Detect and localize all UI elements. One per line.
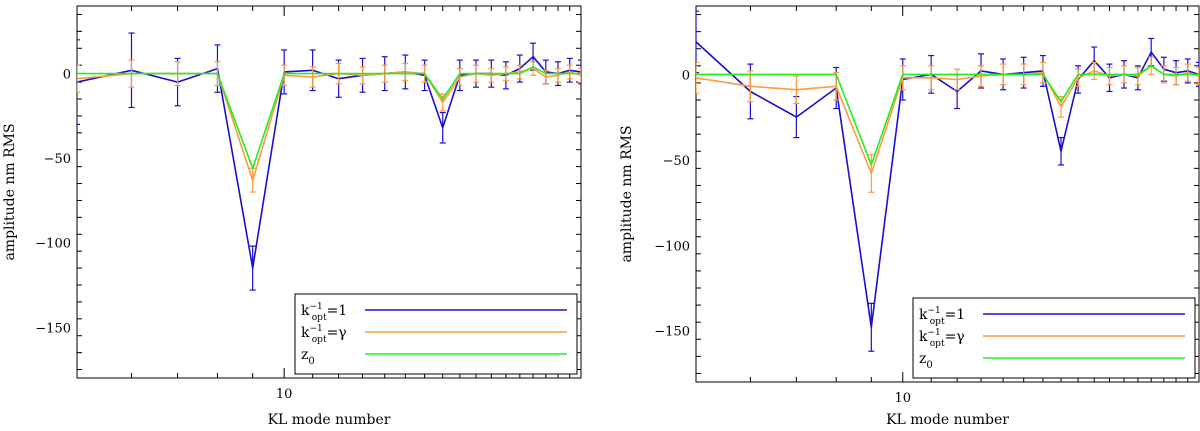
legend-label-0: k−1 opt=1 — [301, 302, 347, 323]
plot-area — [696, 10, 1199, 352]
right-chart-panel: 0 −50 −100 −150 10 KL mode number amplitude nm… — [619, 5, 1200, 428]
y-axis-label: amplitude nm RMS — [2, 123, 18, 260]
legend-label-2: z0 — [919, 351, 933, 371]
y-tick-label: 0 — [63, 68, 71, 83]
legend-box — [912, 297, 1196, 379]
x-axis-label: KL mode number — [886, 412, 1009, 428]
series-1 — [77, 59, 581, 193]
series-line — [696, 65, 1199, 166]
legend-label-1: k−1 opt=γ — [919, 328, 965, 349]
series-line — [77, 66, 581, 170]
y-tick-label: −100 — [654, 239, 690, 254]
x-axis-label: KL mode number — [268, 412, 391, 428]
plot-frame — [76, 5, 582, 379]
plot-frame — [695, 5, 1200, 383]
x-tick-label: 10 — [894, 391, 911, 406]
series-1 — [696, 56, 1199, 193]
y-tick-label: 0 — [682, 68, 690, 83]
legend: k−1 opt=1k−1 opt=γz0 — [294, 293, 578, 375]
legend-label-2: z0 — [301, 347, 315, 367]
legend-label-1: k−1 opt=γ — [301, 324, 347, 345]
plot-area — [77, 32, 581, 291]
x-tick-label: 10 — [276, 387, 293, 402]
series-2 — [77, 66, 581, 170]
y-tick-label: −150 — [35, 321, 71, 336]
legend-label-0: k−1 opt=1 — [919, 306, 965, 327]
left-chart-panel: 0 −50 −100 −150 10 KL mode number amplitude nm… — [2, 5, 582, 428]
y-tick-label: −50 — [663, 154, 690, 169]
series-0 — [77, 32, 581, 291]
legend-box — [294, 293, 578, 375]
legend: k−1 opt=1k−1 opt=γz0 — [912, 297, 1196, 379]
y-tick-label: −150 — [654, 325, 690, 340]
y-axis-label: amplitude nm RMS — [619, 125, 635, 262]
y-tick-label: −50 — [44, 152, 71, 167]
y-tick-label: −100 — [35, 237, 71, 252]
series-2 — [696, 65, 1199, 166]
